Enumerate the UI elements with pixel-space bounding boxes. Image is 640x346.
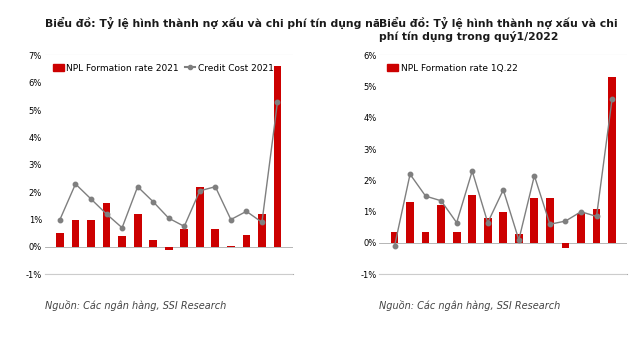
Bar [273,66,282,247]
Text: Biểu đồ: Tỷ lệ hình thành nợ xấu và chi phí tín dụng trong quý1/2022: Biểu đồ: Tỷ lệ hình thành nợ xấu và chi … [380,17,618,42]
Bar [561,243,570,248]
Bar [134,214,141,247]
Bar [577,213,585,243]
Text: Nguồn: Các ngân hàng, SSI Research: Nguồn: Các ngân hàng, SSI Research [45,300,226,311]
Bar [180,229,188,247]
Bar [211,229,220,247]
Text: Biểu đồ: Tỷ lệ hình thành nợ xấu và chi phí tín dụng năm 2021: Biểu đồ: Tỷ lệ hình thành nợ xấu và chi … [45,17,426,29]
Bar [196,187,204,247]
Bar [102,203,111,247]
Bar [515,234,523,243]
Bar [422,232,429,243]
Bar [227,246,235,247]
Legend: NPL Formation rate 2021, Credit Cost 2021: NPL Formation rate 2021, Credit Cost 202… [49,60,278,76]
Bar [258,214,266,247]
Bar [437,206,445,243]
Bar [243,235,250,247]
Bar [390,232,399,243]
Bar [608,77,616,243]
Bar [149,240,157,247]
Bar [118,236,126,247]
Bar [499,212,507,243]
Bar [452,232,461,243]
Bar [468,194,476,243]
Bar [406,202,414,243]
Bar [56,233,64,247]
Bar [531,198,538,243]
Legend: NPL Formation rate 1Q.22: NPL Formation rate 1Q.22 [384,60,522,76]
Text: Nguồn: Các ngân hàng, SSI Research: Nguồn: Các ngân hàng, SSI Research [380,300,561,311]
Bar [593,209,600,243]
Bar [87,219,95,247]
Bar [546,198,554,243]
Bar [484,218,492,243]
Bar [165,247,173,249]
Bar [72,219,79,247]
